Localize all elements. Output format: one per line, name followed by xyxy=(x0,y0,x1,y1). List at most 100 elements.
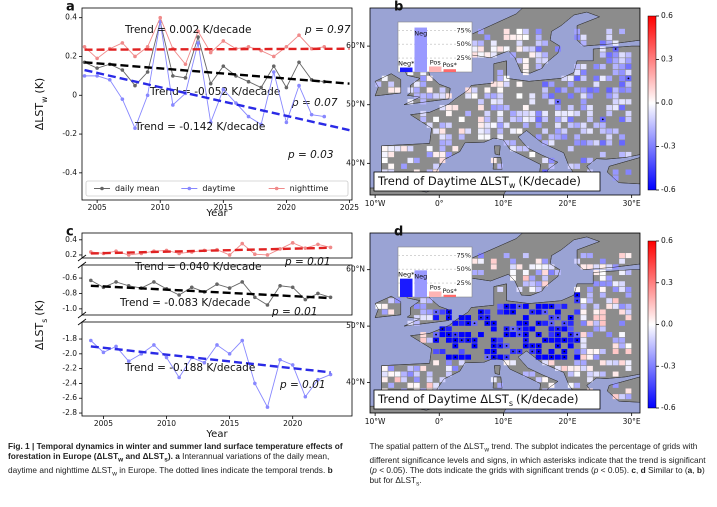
caption-run: < 0.05). xyxy=(598,464,632,475)
map-cell-texture xyxy=(420,332,427,338)
map-cell-texture xyxy=(580,332,587,338)
series-line xyxy=(90,279,331,306)
map-cell-texture xyxy=(510,140,516,146)
map-dot-texture xyxy=(492,322,495,325)
map-cell-texture xyxy=(625,348,632,355)
map-cell-texture xyxy=(542,110,548,117)
map-cell-texture xyxy=(542,303,548,309)
map-cell-texture xyxy=(599,46,606,52)
map-cell-texture xyxy=(548,157,555,164)
trend-label: Trend = -0.052 K/decade xyxy=(149,86,280,98)
map-dot-texture xyxy=(563,350,566,353)
data-point xyxy=(126,359,131,364)
map-cell-texture xyxy=(420,81,427,87)
map-cell-texture xyxy=(458,128,465,134)
map-cell-texture xyxy=(625,269,632,276)
map-cell-texture xyxy=(612,348,619,355)
colorbar-tick-label: 0.0 xyxy=(661,98,673,107)
data-point xyxy=(227,253,232,257)
legend-marker xyxy=(100,186,104,191)
y-tick-label: 40°N xyxy=(346,158,365,167)
map-cell-texture xyxy=(529,275,536,281)
panel-label: a xyxy=(66,0,75,15)
x-axis-label: Year xyxy=(205,429,228,440)
axis-break xyxy=(77,311,87,319)
map-cell-texture xyxy=(439,134,446,140)
map-cell-texture xyxy=(426,87,433,93)
map-cell-texture xyxy=(490,52,497,58)
map-cell-texture xyxy=(599,140,606,146)
map-cell-texture xyxy=(587,354,593,360)
x-tick-label: 20°E xyxy=(559,417,577,426)
map-dot-texture xyxy=(531,350,534,353)
map-dot-texture xyxy=(537,344,540,347)
map-cell-texture xyxy=(535,110,542,117)
map-cell-texture xyxy=(516,58,523,64)
map-cell-texture xyxy=(555,116,561,123)
map-cell-texture xyxy=(612,93,619,99)
axis-break xyxy=(77,254,87,262)
map-cell-texture xyxy=(478,134,484,140)
data-point xyxy=(120,97,125,101)
map-dot-texture xyxy=(550,356,553,359)
caption-run: w xyxy=(112,470,117,478)
y-axis-label-sub: s xyxy=(40,319,49,323)
map-cell-texture xyxy=(542,360,548,366)
map-cell-texture xyxy=(407,371,414,377)
colorbar xyxy=(647,240,657,409)
map-cell-texture xyxy=(484,122,491,128)
map-cell-texture xyxy=(388,87,395,93)
x-tick-label: 0° xyxy=(435,199,444,208)
map-cell-texture xyxy=(420,309,427,315)
map-cell-texture xyxy=(458,348,465,355)
map-cell-texture xyxy=(445,337,452,343)
map-cell-texture xyxy=(555,110,561,117)
x-tick-label: 10°W xyxy=(365,199,386,208)
map-cell-texture xyxy=(548,332,555,338)
colorbar-tick-label: 0.6 xyxy=(661,11,673,20)
data-point xyxy=(183,62,188,67)
map-cell-texture xyxy=(478,122,484,128)
map-cell-texture xyxy=(567,81,574,87)
data-point xyxy=(208,50,213,55)
map-cell-texture xyxy=(606,332,613,338)
data-point xyxy=(290,285,295,290)
data-point xyxy=(290,241,295,245)
map xyxy=(370,233,640,413)
map-dot-texture xyxy=(550,305,553,308)
map-cell-texture xyxy=(548,264,555,270)
map-cell-texture xyxy=(548,163,555,169)
map-cell-texture xyxy=(522,69,529,76)
map-cell-texture xyxy=(612,360,619,366)
map-cell-texture xyxy=(599,75,606,81)
map-cell-texture xyxy=(587,105,593,111)
map-cell-texture xyxy=(580,264,587,270)
caption-run: ). xyxy=(167,451,173,462)
plot-frame xyxy=(81,264,353,316)
x-tick-label: 2020 xyxy=(277,203,296,212)
map-title-box xyxy=(373,389,601,410)
map-dot-texture xyxy=(460,339,463,342)
map-cell-texture xyxy=(587,264,593,270)
map-cell-texture xyxy=(599,292,606,298)
inset-tick-label: 75% xyxy=(457,26,471,34)
map-cell-texture xyxy=(574,348,581,355)
map-dot-texture xyxy=(473,344,476,347)
map-cell-texture xyxy=(401,146,407,152)
map-cell-texture xyxy=(548,360,555,366)
map-dot-texture xyxy=(454,333,457,336)
map-cell-texture xyxy=(433,93,439,99)
map-cell-texture xyxy=(522,116,529,123)
map-cell-texture xyxy=(619,332,625,338)
map-cell-texture xyxy=(542,93,548,99)
map-cell-texture xyxy=(619,309,625,315)
map-cell-texture xyxy=(471,40,478,46)
map-cell-texture xyxy=(619,343,625,349)
data-point xyxy=(171,103,175,107)
data-point xyxy=(316,242,320,247)
map-cell-texture xyxy=(522,146,529,152)
map-cell-texture xyxy=(497,105,504,111)
map-cell-texture xyxy=(606,93,613,99)
data-point xyxy=(133,83,137,88)
map-cell-texture xyxy=(625,365,632,371)
